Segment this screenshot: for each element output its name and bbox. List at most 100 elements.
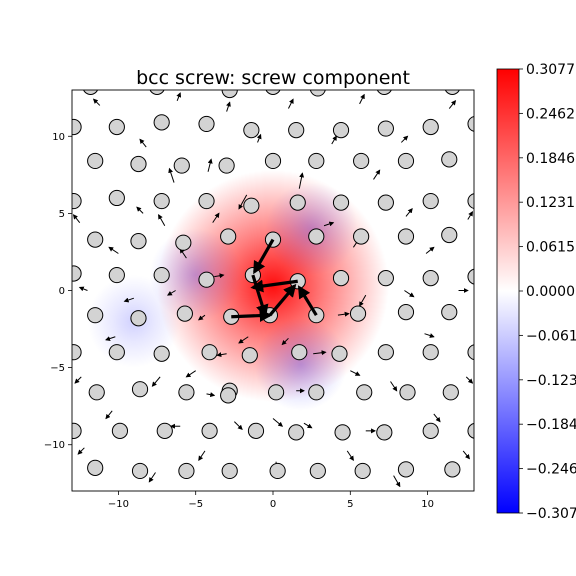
atom-marker (265, 90, 281, 96)
x-tick-label: 5 (347, 499, 353, 510)
small-arrow (346, 450, 354, 461)
atom-marker (444, 461, 461, 478)
small-arrow (462, 450, 470, 460)
atom-marker (332, 270, 350, 287)
colorbar-tick-label: 0.2462 (526, 106, 575, 122)
atom-marker (178, 462, 195, 480)
atom-marker (131, 462, 149, 480)
atom-marker (309, 462, 326, 480)
small-arrow (331, 135, 337, 145)
atom-marker (72, 118, 82, 136)
atom-marker (72, 344, 82, 361)
atom-marker (108, 118, 125, 136)
atom-marker (422, 422, 439, 439)
atom-marker (308, 152, 325, 170)
small-arrow (303, 422, 313, 429)
colorbar-tick-label: 0.1846 (526, 151, 575, 167)
small-arrow (393, 475, 401, 488)
small-arrow (185, 370, 196, 378)
atom-marker (334, 424, 351, 441)
atom-marker (397, 303, 415, 321)
atom-marker (377, 194, 394, 211)
colorbar-tick-label: −0.2462 (526, 462, 576, 478)
colorbar: −0.3077 −0.2462 −0.1846 −0.1231 −0.0615 0.000… (496, 62, 576, 522)
atom-marker (130, 310, 147, 327)
x-tick-label: 10 (421, 499, 434, 510)
colorbar-tick-label: 0.1231 (526, 195, 575, 211)
small-arrow (281, 337, 289, 346)
atom-marker (356, 384, 373, 401)
small-arrow (238, 194, 248, 210)
atom-marker (377, 344, 394, 361)
atom-marker (422, 270, 439, 287)
colorbar-tick-label: 0.0000 (526, 284, 575, 300)
small-arrow (72, 214, 81, 223)
small-arrow (158, 214, 166, 226)
atom-marker (153, 345, 170, 362)
y-tick-label: −10 (44, 440, 65, 451)
small-arrow (167, 290, 176, 296)
atom-marker (220, 228, 237, 245)
atom-marker (72, 265, 82, 282)
small-arrow (78, 286, 88, 292)
atom-marker (247, 422, 265, 439)
small-arrow (77, 447, 85, 455)
atom-marker (376, 90, 392, 96)
small-arrow (272, 418, 284, 427)
small-arrow (313, 350, 327, 356)
atom-marker (467, 115, 474, 132)
atom-marker (198, 115, 215, 133)
small-arrow (337, 311, 350, 317)
atom-marker (291, 344, 308, 361)
atom-marker (243, 122, 260, 139)
atom-marker (288, 424, 305, 441)
small-arrow (148, 472, 156, 483)
atom-marker (198, 192, 215, 210)
atom-marker (308, 384, 325, 401)
small-arrow (405, 207, 413, 217)
small-arrow (198, 450, 206, 461)
atom-marker (153, 266, 170, 284)
atom-marker (149, 90, 165, 96)
atom-marker (131, 381, 149, 398)
colorbar-ticks: −0.3077 −0.2462 −0.1846 −0.1231 −0.0615 0.000… (519, 62, 576, 522)
small-arrow (168, 167, 175, 183)
atom-marker (467, 344, 474, 361)
atom-marker (267, 384, 285, 401)
atom-marker (153, 192, 170, 210)
x-tick-label: −10 (108, 499, 129, 510)
y-axis-ticks: −10 −5 0 5 10 (44, 132, 72, 451)
atom-marker (156, 422, 173, 439)
colorbar-tick-label: −0.0615 (526, 328, 576, 344)
atom-marker (264, 152, 282, 170)
atom-marker (87, 307, 104, 324)
atom-marker (441, 151, 458, 168)
colorbar-tick-label: −0.1231 (526, 373, 576, 389)
colorbar-tick-label: −0.3077 (526, 506, 576, 522)
atom-marker (444, 90, 460, 96)
atom-marker (441, 303, 458, 321)
small-arrow (214, 273, 225, 279)
atom-marker (83, 90, 99, 96)
atom-marker (332, 194, 350, 211)
y-tick-label: 5 (59, 209, 65, 220)
big-arrow (253, 238, 275, 275)
small-arrow (108, 246, 119, 254)
small-arrow (288, 98, 294, 109)
small-arrow (136, 206, 144, 214)
small-arrow (74, 376, 82, 384)
atom-marker (243, 197, 260, 214)
atom-marker (87, 231, 104, 248)
small-arrow (139, 138, 147, 148)
small-arrow (425, 246, 435, 254)
small-arrow (92, 98, 101, 106)
colorbar-tick-label: 0.0615 (526, 240, 575, 256)
small-arrow (226, 101, 231, 112)
atom-marker (108, 344, 125, 361)
small-arrow (105, 336, 116, 341)
small-arrow (206, 392, 216, 398)
atom-marker (353, 152, 370, 170)
big-arrow (250, 279, 298, 293)
colorbar-tick-label: −0.1846 (526, 417, 576, 433)
